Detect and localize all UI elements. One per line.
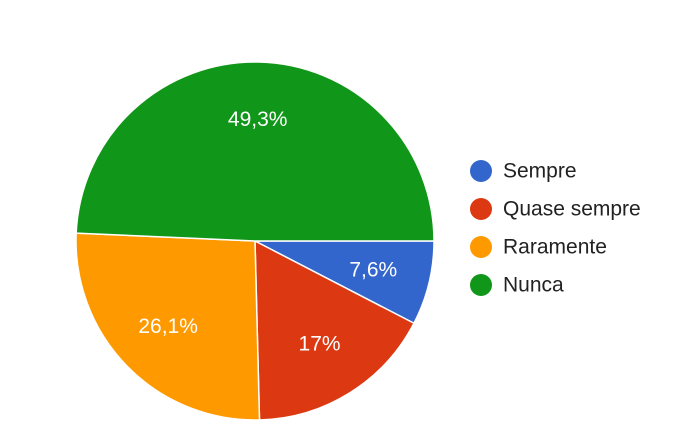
pie-slices — [75, 61, 435, 421]
legend-marker-nunca — [470, 274, 492, 296]
legend-label: Nunca — [503, 274, 564, 297]
slice-value-label: 7,6% — [349, 258, 397, 281]
slice-value-label: 26,1% — [138, 315, 198, 338]
slice-value-label: 49,3% — [228, 108, 288, 131]
pie-slice-labels: 7,6% 17% 26,1% 49,3% — [138, 108, 397, 356]
legend-label: Raramente — [503, 236, 607, 259]
legend-label: Quase sempre — [503, 198, 641, 221]
legend-label: Sempre — [503, 160, 577, 183]
chart-legend: Sempre Quase sempre Raramente Nunca — [470, 160, 641, 297]
pie-slice-raramente — [75, 232, 261, 421]
legend-marker-raramente — [470, 236, 492, 258]
pie-slice-nunca — [75, 61, 435, 242]
legend-marker-quase-sempre — [470, 198, 492, 220]
slice-value-label: 17% — [299, 333, 341, 356]
legend-marker-sempre — [470, 160, 492, 182]
pie-slice-quase-sempre — [254, 239, 415, 421]
